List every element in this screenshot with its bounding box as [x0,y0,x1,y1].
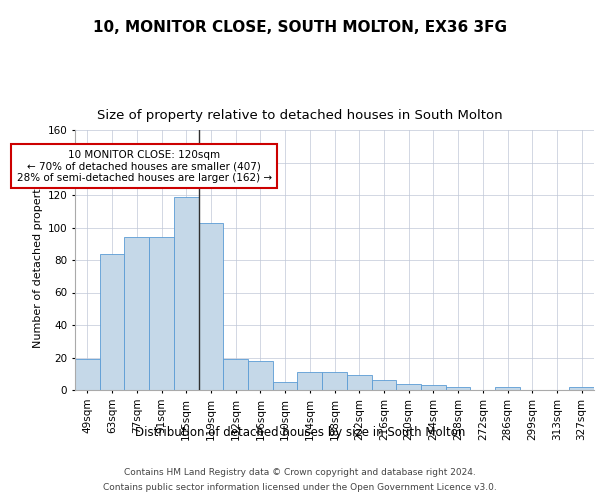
Bar [569,387,594,390]
Bar [446,387,470,390]
Text: Size of property relative to detached houses in South Molton: Size of property relative to detached ho… [97,110,503,122]
Bar [298,372,322,390]
Bar [149,238,174,390]
Bar [421,385,446,390]
Bar [174,196,199,390]
Bar [495,387,520,390]
Bar [322,372,347,390]
Bar [371,380,396,390]
Bar [223,359,248,390]
Bar [347,376,371,390]
Bar [273,382,298,390]
Bar [100,254,124,390]
Text: 10 MONITOR CLOSE: 120sqm
← 70% of detached houses are smaller (407)
28% of semi-: 10 MONITOR CLOSE: 120sqm ← 70% of detach… [17,150,272,182]
Text: 10, MONITOR CLOSE, SOUTH MOLTON, EX36 3FG: 10, MONITOR CLOSE, SOUTH MOLTON, EX36 3F… [93,20,507,35]
Y-axis label: Number of detached properties: Number of detached properties [34,172,43,348]
Bar [124,238,149,390]
Text: Distribution of detached houses by size in South Molton: Distribution of detached houses by size … [135,426,465,439]
Bar [199,222,223,390]
Text: Contains HM Land Registry data © Crown copyright and database right 2024.: Contains HM Land Registry data © Crown c… [124,468,476,477]
Bar [248,361,273,390]
Bar [396,384,421,390]
Bar [75,359,100,390]
Text: Contains public sector information licensed under the Open Government Licence v3: Contains public sector information licen… [103,483,497,492]
